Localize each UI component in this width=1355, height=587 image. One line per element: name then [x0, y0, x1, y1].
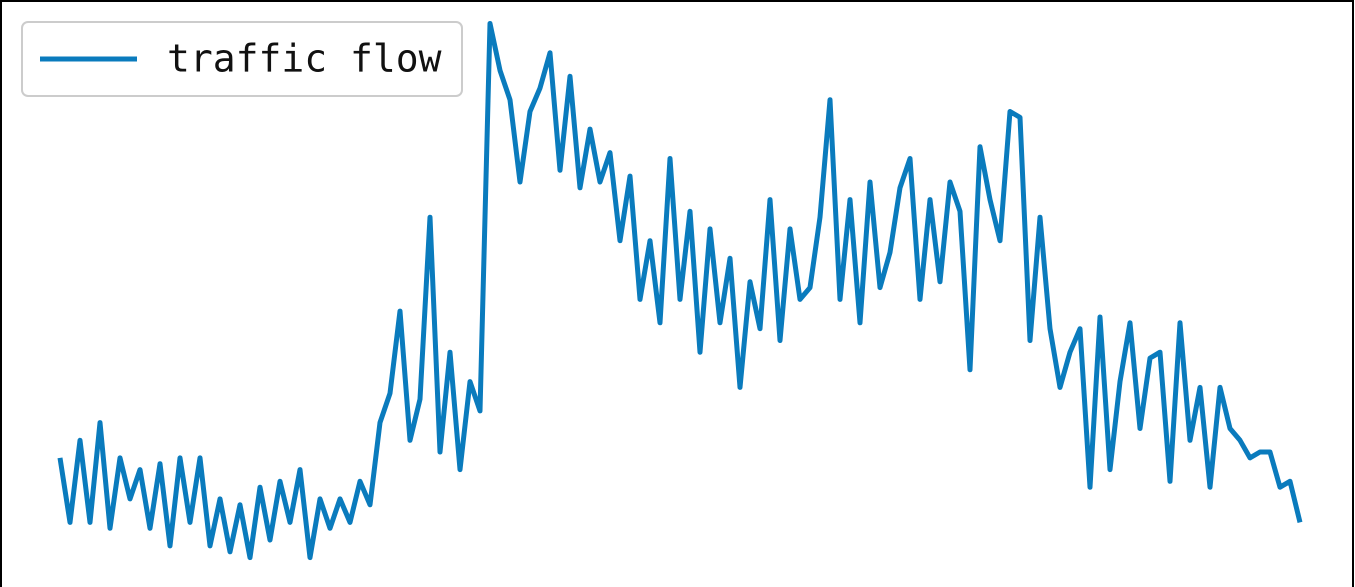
- line-series: [57, 21, 1303, 561]
- legend-box: [21, 21, 463, 97]
- legend-label: traffic flow: [167, 37, 442, 81]
